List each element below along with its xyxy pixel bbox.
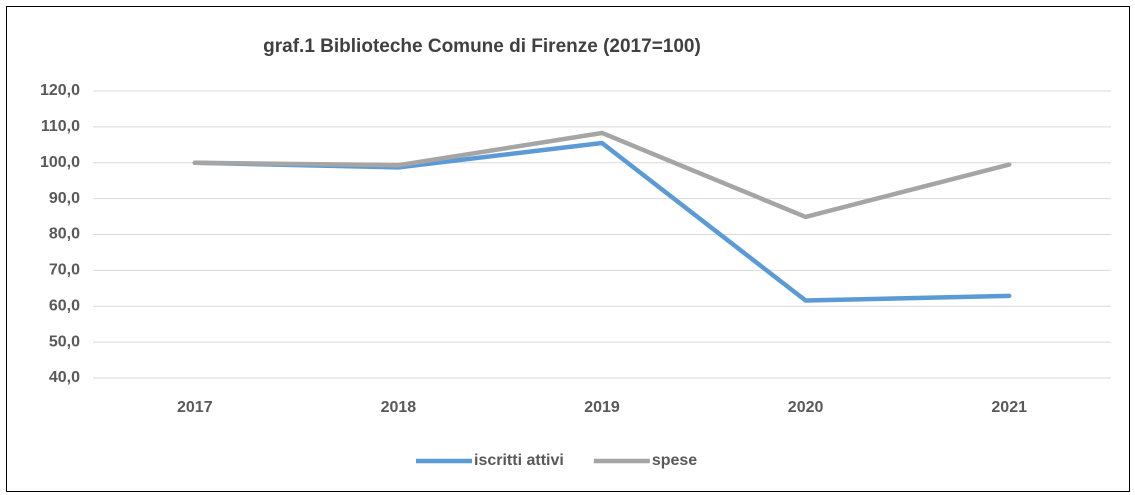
y-tick-label: 80,0 <box>49 226 80 243</box>
x-tick-label: 2019 <box>584 399 620 416</box>
y-tick-label: 100,0 <box>40 154 80 171</box>
x-tick-label: 2020 <box>788 399 824 416</box>
y-tick-label: 120,0 <box>40 82 80 99</box>
x-tick-label: 2021 <box>991 399 1027 416</box>
x-tick-label: 2017 <box>177 399 213 416</box>
y-tick-label: 90,0 <box>49 190 80 207</box>
legend-label: iscritti attivi <box>474 452 564 469</box>
y-tick-label: 60,0 <box>49 297 80 314</box>
series-line <box>192 130 1012 220</box>
y-tick-label: 50,0 <box>49 333 80 350</box>
y-tick-label: 40,0 <box>49 369 80 386</box>
y-tick-label: 70,0 <box>49 262 80 279</box>
x-tick-label: 2018 <box>381 399 417 416</box>
chart-border <box>6 6 1130 492</box>
legend-label: spese <box>652 452 697 469</box>
chart-title: graf.1 Biblioteche Comune di Firenze (20… <box>263 36 701 57</box>
y-tick-label: 110,0 <box>41 118 80 135</box>
